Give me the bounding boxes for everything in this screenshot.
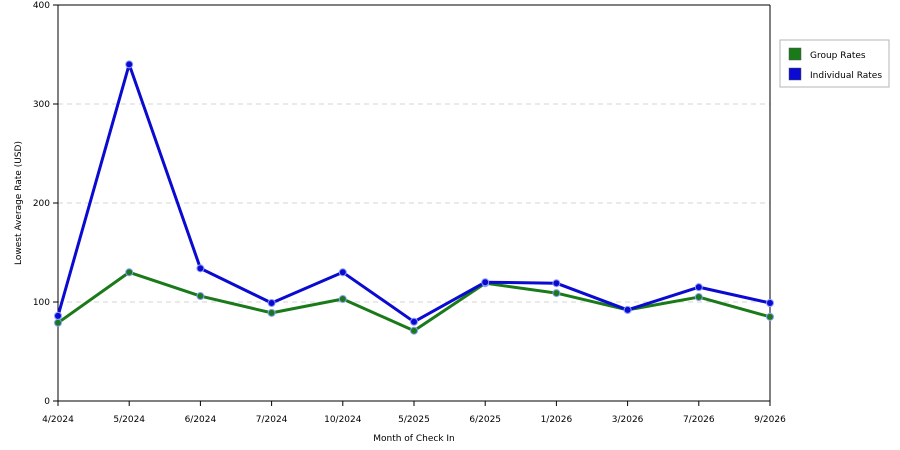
x-tick-label: 10/2024: [324, 415, 362, 425]
data-point: [338, 295, 347, 304]
data-point: [481, 278, 490, 287]
x-tick-label: 4/2024: [42, 415, 74, 425]
data-point: [196, 264, 205, 273]
x-tick-label: 3/2026: [612, 415, 644, 425]
y-tick-label: 0: [44, 397, 50, 407]
legend: Group Rates Individual Rates: [779, 39, 890, 88]
data-point: [125, 268, 134, 277]
legend-swatch: [788, 67, 802, 81]
x-tick-label: 6/2024: [185, 415, 217, 425]
data-point: [766, 312, 774, 321]
series-group: [54, 60, 774, 335]
data-point: [552, 279, 561, 288]
data-point: [623, 305, 632, 314]
y-tick-label: 300: [33, 100, 50, 110]
x-tick-label: 5/2025: [398, 415, 430, 425]
data-point: [694, 283, 703, 292]
y-tick-label: 400: [33, 1, 50, 11]
x-ticks: 4/2024 5/2024 6/2024 7/2024 10/2024 5/2025 6/2…: [42, 401, 786, 425]
legend-label: Group Rates: [810, 51, 866, 61]
data-point: [694, 293, 703, 302]
data-point: [196, 292, 205, 301]
x-tick-label: 9/2026: [754, 415, 786, 425]
data-point: [54, 318, 62, 327]
data-point: [267, 298, 276, 307]
x-tick-label: 5/2024: [113, 415, 145, 425]
y-axis-title: Lowest Average Rate (USD): [14, 141, 24, 265]
data-point: [54, 311, 62, 320]
x-tick-label: 6/2025: [469, 415, 501, 425]
data-point: [125, 60, 134, 69]
data-point: [410, 326, 418, 335]
y-tick-label: 200: [33, 199, 50, 209]
data-point: [338, 268, 347, 277]
x-axis-title: Month of Check In: [373, 434, 455, 444]
data-point: [267, 308, 276, 317]
y-tick-label: 100: [33, 298, 50, 308]
x-tick-label: 7/2024: [256, 415, 288, 425]
data-point: [410, 317, 418, 326]
y-ticks: 0 100 200 300 400: [33, 1, 58, 407]
data-point: [552, 289, 561, 298]
x-tick-label: 1/2026: [541, 415, 573, 425]
legend-label: Individual Rates: [810, 71, 882, 81]
legend-swatch: [788, 47, 802, 61]
x-tick-label: 7/2026: [683, 415, 715, 425]
data-point: [766, 298, 774, 307]
